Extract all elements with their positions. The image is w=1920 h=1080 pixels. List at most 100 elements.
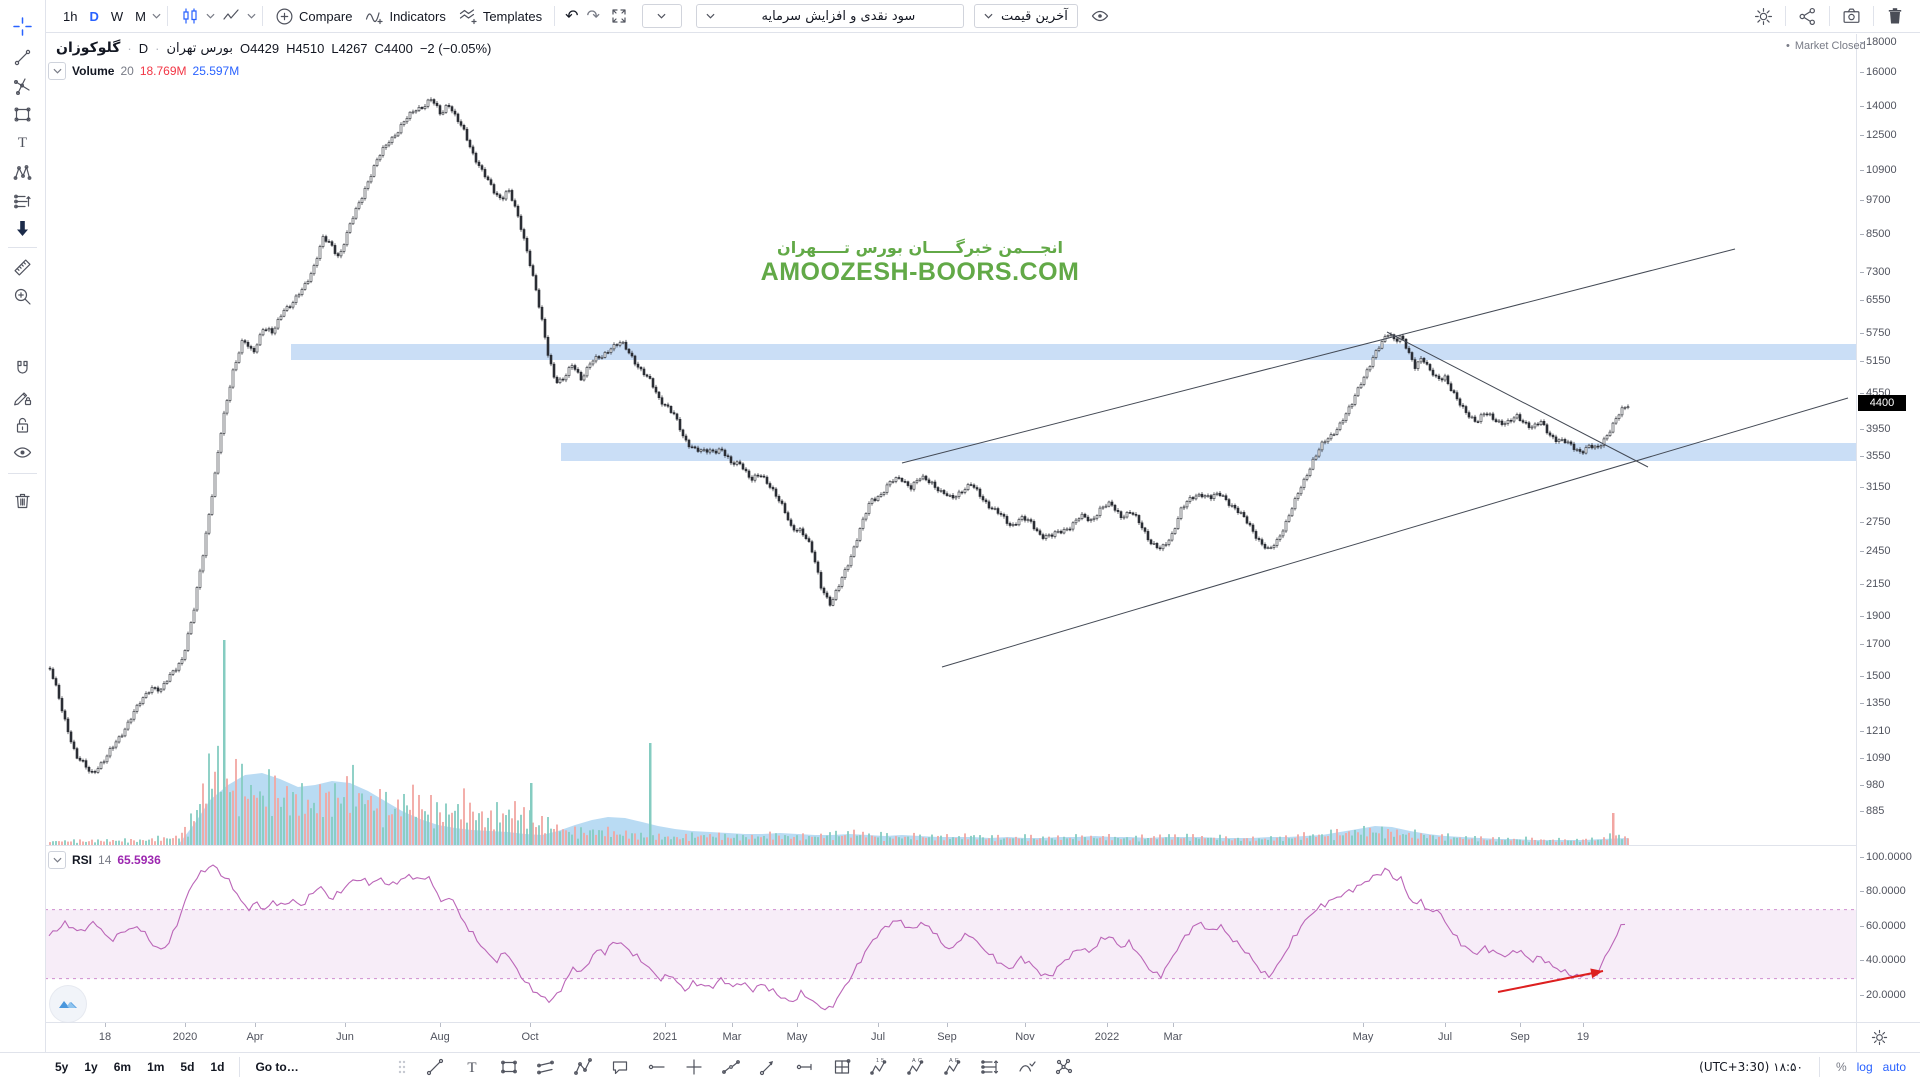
symbol-interval[interactable]: D — [138, 40, 149, 56]
eye-icon — [1090, 7, 1110, 25]
redo-button[interactable]: ↷ — [582, 6, 603, 26]
line-style-button[interactable] — [215, 3, 247, 29]
fullscreen-button[interactable] — [604, 3, 634, 29]
chevron-down-icon — [52, 68, 62, 74]
measure-line-icon[interactable] — [795, 1057, 815, 1077]
price-scale[interactable]: 18000 16000 14000 12500 10900 9700 8500 7300 655… — [1856, 34, 1920, 1022]
svg-text:1: 1 — [876, 1058, 879, 1064]
forecast-icon[interactable] — [13, 192, 32, 211]
eye-icon[interactable] — [13, 443, 32, 462]
rsi-tick: 100.0000 — [1860, 851, 1912, 863]
trend-line-icon[interactable] — [13, 48, 32, 67]
settings-button[interactable] — [1748, 3, 1779, 30]
line-style-chevron-icon[interactable] — [247, 13, 256, 19]
auto-scale-toggle[interactable]: auto — [1882, 1059, 1906, 1074]
time-tick-mark — [345, 1023, 346, 1027]
trash-icon[interactable] — [13, 491, 32, 510]
text-icon[interactable]: T — [13, 133, 32, 152]
rectangle-icon[interactable] — [499, 1057, 519, 1077]
lock-icon[interactable] — [13, 416, 32, 435]
time-tick-label: Mar — [1163, 1031, 1183, 1043]
text-icon[interactable]: T — [462, 1057, 482, 1077]
range-button-5y[interactable]: 5y — [48, 1058, 75, 1076]
gear-icon[interactable] — [1871, 1029, 1888, 1046]
price-tick: 885 — [1859, 805, 1885, 817]
drag-handle-icon[interactable] — [396, 1059, 408, 1075]
parallel-channel-icon[interactable] — [536, 1057, 556, 1077]
drawing-pencil-lock-icon[interactable] — [13, 388, 32, 407]
indicators-button[interactable]: Indicators — [358, 3, 451, 29]
interval-button-1h[interactable]: 1h — [57, 5, 83, 28]
price-tick: 9700 — [1859, 193, 1891, 206]
range-button-5d[interactable]: 5d — [173, 1058, 201, 1076]
time-tick-label: 19 — [1576, 1031, 1590, 1043]
adjustment-select-chevron-icon — [706, 13, 715, 19]
date-price-range-icon[interactable] — [980, 1057, 1000, 1077]
horizontal-ray-icon[interactable] — [647, 1057, 667, 1077]
remove-drawings-button[interactable] — [1880, 3, 1910, 29]
rsi-period: 14 — [98, 853, 112, 867]
callout-icon[interactable] — [610, 1057, 630, 1077]
range-button-1m[interactable]: 1m — [140, 1058, 171, 1076]
adjustment-select[interactable]: سود نقدی و افزایش سرمایه — [695, 4, 964, 28]
pane-separator[interactable] — [45, 845, 1856, 846]
brush-icon[interactable] — [1017, 1057, 1037, 1077]
rsi-label[interactable]: RSI — [72, 853, 93, 867]
price-tick: 2450 — [1859, 545, 1891, 558]
magnet-icon[interactable] — [13, 359, 32, 378]
provider-logo[interactable] — [50, 986, 86, 1022]
symbol-name[interactable]: گلوکوزان — [56, 40, 121, 56]
anchored-grid-icon[interactable] — [832, 1057, 852, 1077]
arrow-line-icon[interactable] — [758, 1057, 778, 1077]
disjoint-line-icon[interactable] — [721, 1057, 741, 1077]
crosshair-icon[interactable] — [13, 17, 32, 36]
time-scale[interactable]: 18 2020 Apr Jun Aug Oct 2021 Mar May Jul Sep Nov 202… — [45, 1022, 1920, 1053]
trend-line-icon[interactable] — [425, 1057, 445, 1077]
polyline-icon[interactable] — [573, 1057, 593, 1077]
zoom-in-icon[interactable] — [13, 287, 32, 306]
visibility-button[interactable] — [1084, 3, 1116, 29]
percent-scale-toggle[interactable]: % — [1835, 1059, 1847, 1074]
ruler-icon[interactable] — [13, 258, 32, 277]
range-button-1d[interactable]: 1d — [203, 1058, 231, 1076]
range-button-6m[interactable]: 6m — [107, 1058, 138, 1076]
sidebar-separator — [8, 473, 37, 474]
interval-button-1d[interactable]: D — [83, 5, 104, 28]
snapshot-button[interactable] — [1836, 3, 1867, 30]
templates-button[interactable]: Templates — [452, 3, 548, 29]
market-status-label: Market Closed — [1794, 40, 1866, 52]
rsi-legend-chevron[interactable] — [48, 851, 66, 869]
time-tick-mark — [1445, 1023, 1446, 1027]
range-button-1y[interactable]: 1y — [77, 1058, 104, 1076]
cross-lines-icon[interactable] — [13, 77, 32, 96]
undo-button[interactable]: ↶ — [561, 6, 582, 26]
interval-button-1w[interactable]: W — [105, 5, 129, 28]
fullscreen-icon — [610, 7, 628, 25]
share-button[interactable] — [1792, 3, 1823, 30]
log-scale-toggle[interactable]: log — [1856, 1059, 1873, 1074]
chart-style-candles-button[interactable] — [174, 3, 206, 29]
rectangle-icon[interactable] — [13, 105, 32, 124]
chart-style-chevron-icon[interactable] — [206, 13, 215, 19]
layout-select[interactable] — [641, 4, 682, 28]
interval-button-1m[interactable]: M — [129, 5, 152, 28]
arrow-down-icon[interactable] — [13, 219, 32, 238]
clock[interactable]: ۱۸:۵۰ (UTC+3:30) — [1699, 1059, 1803, 1074]
price-source-select[interactable]: آخرین قیمت — [973, 4, 1078, 28]
compare-button[interactable]: Compare — [269, 3, 358, 30]
market-status-dot: • — [1786, 40, 1790, 52]
volume-label[interactable]: Volume — [72, 64, 115, 78]
volume-legend-chevron[interactable] — [48, 62, 66, 80]
cross-tool-icon[interactable] — [684, 1057, 704, 1077]
adjustment-select-value: سود نقدی و افزایش سرمایه — [761, 8, 916, 24]
interval-menu-chevron-icon[interactable] — [152, 13, 161, 19]
time-tick-label: May — [786, 1031, 808, 1043]
pattern-network-icon[interactable] — [1054, 1057, 1074, 1077]
goto-button[interactable]: Go to… — [248, 1058, 305, 1076]
xabcd-pattern-icon[interactable] — [13, 163, 32, 182]
